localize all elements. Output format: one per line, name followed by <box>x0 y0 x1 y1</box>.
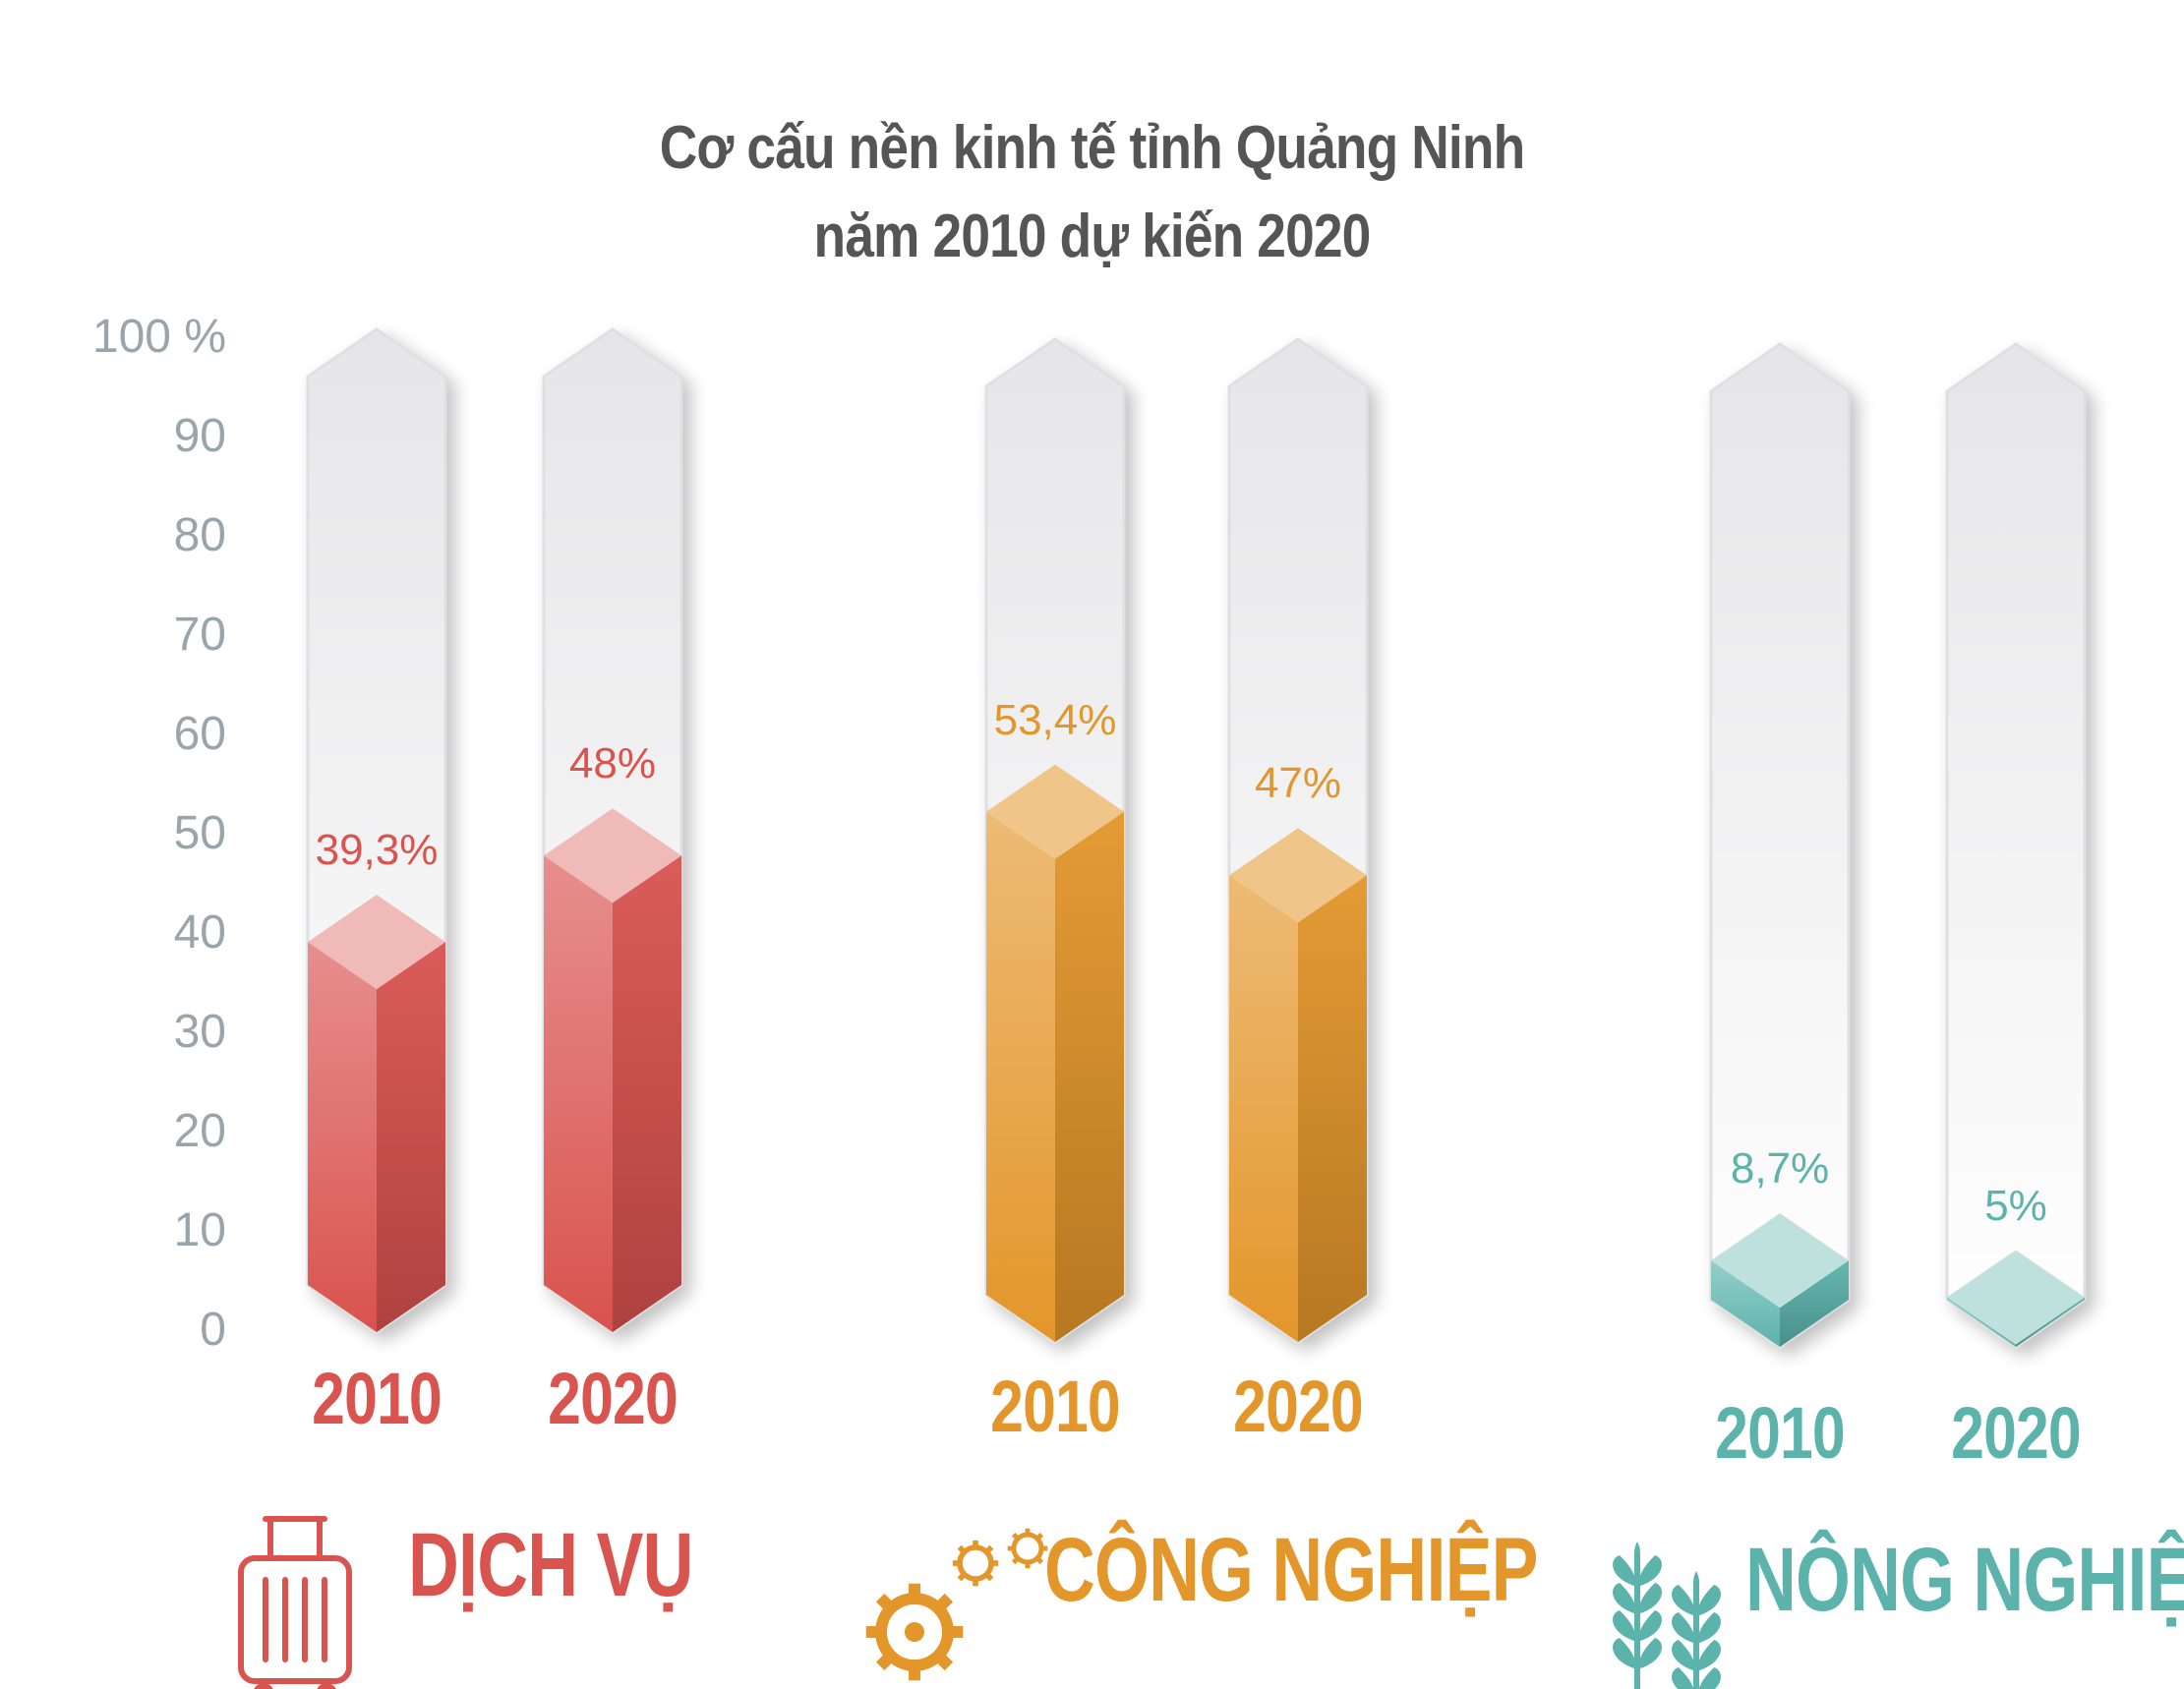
bar-top-face <box>1711 1213 1849 1309</box>
bar-right-face <box>2016 1297 2085 1347</box>
bar-right-face <box>613 855 681 1332</box>
bar-value-label: 47% <box>1254 759 1342 808</box>
group-name-label: CÔNG NGHIỆP <box>1044 1520 1539 1620</box>
bar-left-face <box>986 811 1055 1342</box>
bar-value-label: 5% <box>1984 1181 2047 1230</box>
bar-top-face <box>986 764 1124 859</box>
bar-right-face <box>377 942 445 1332</box>
bar-right-face <box>1780 1260 1849 1347</box>
y-tick-label: 60 <box>173 708 226 760</box>
bar-top-face <box>308 895 445 990</box>
year-label: 2020 <box>1951 1392 2082 1474</box>
year-label: 2020 <box>1233 1366 1364 1447</box>
bar-wheat-2020 <box>1947 1250 2085 1347</box>
bar-track <box>1709 342 1851 1349</box>
y-tick-label: 0 <box>200 1304 226 1356</box>
bar-value-label: 8,7% <box>1730 1144 1830 1194</box>
y-tick-label: 90 <box>173 410 226 462</box>
wheat-icon <box>1613 1542 1721 1689</box>
group-name-label: NÔNG NGHIỆP <box>1745 1530 2184 1630</box>
bar-left-face <box>308 942 377 1332</box>
suitcase-icon <box>238 1516 352 1689</box>
bar-value-label: 48% <box>568 739 657 788</box>
year-label: 2010 <box>312 1358 443 1439</box>
bar-top-face <box>544 808 681 903</box>
bar-suitcase-2020 <box>544 808 681 1332</box>
bar-left-face <box>1711 1260 1780 1347</box>
bar-left-face <box>1229 875 1298 1342</box>
bar-value-label: 53,4% <box>993 695 1117 744</box>
bar-top-face <box>1947 1250 2085 1345</box>
y-tick-label: 30 <box>173 1006 226 1058</box>
gears-icon <box>865 1528 1048 1681</box>
year-label: 2010 <box>1715 1392 1846 1474</box>
bar-suitcase-2010 <box>308 895 445 1332</box>
bar-value-label: 39,3% <box>315 826 439 875</box>
chart-title-line-1: Cơ cấu nền kinh tế tỉnh Quảng Ninh <box>659 114 1525 182</box>
bar-right-face <box>1055 811 1124 1342</box>
year-label: 2020 <box>548 1358 679 1439</box>
bar-right-face <box>1298 875 1367 1342</box>
bar-wheat-2010 <box>1711 1213 1849 1347</box>
y-tick-label: 50 <box>173 807 226 859</box>
y-tick-label: 80 <box>173 509 226 561</box>
y-tick-label: 40 <box>173 906 226 959</box>
y-tick-label: 10 <box>173 1204 226 1256</box>
chart-title-line-2: năm 2010 dự kiến 2020 <box>813 203 1372 270</box>
bar-gears-2010 <box>986 764 1124 1342</box>
y-tick-label: 70 <box>173 609 226 661</box>
bar-gears-2020 <box>1229 828 1367 1342</box>
bar-left-face <box>1947 1297 2016 1347</box>
bar-top-face <box>1229 828 1367 923</box>
bar-left-face <box>544 855 613 1332</box>
y-tick-label: 100 % <box>91 311 226 363</box>
year-label: 2010 <box>990 1366 1121 1447</box>
y-tick-label: 20 <box>173 1105 226 1157</box>
group-name-label: DỊCH VỤ <box>408 1515 693 1615</box>
